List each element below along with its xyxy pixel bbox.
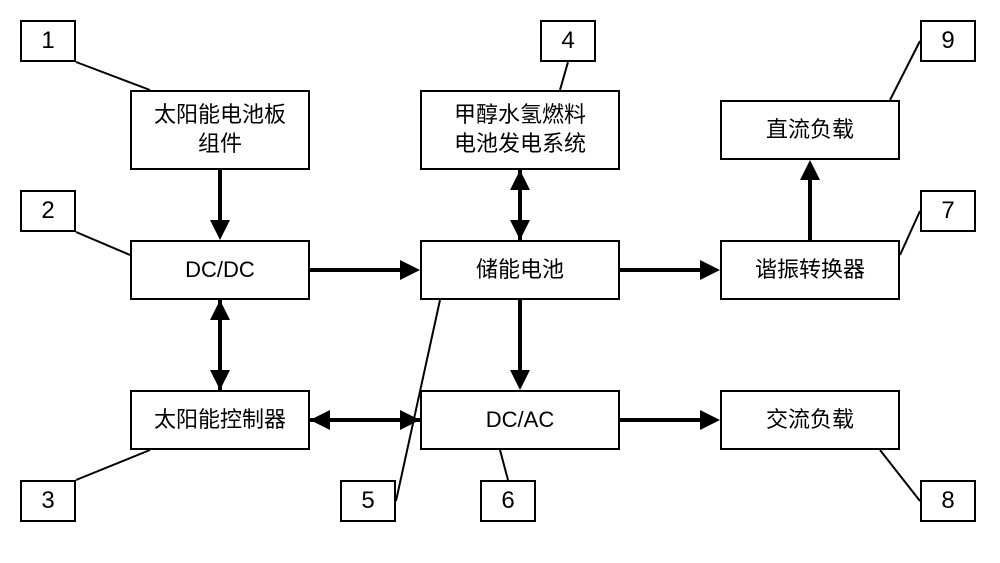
callout-9: 9 [920, 20, 976, 62]
node-solar-panel: 太阳能电池板组件 [130, 90, 310, 170]
node-label: 交流负载 [766, 406, 854, 435]
callout-number: 9 [941, 27, 954, 55]
node-dcdc: DC/DC [130, 240, 310, 300]
node-resonant-converter: 谐振转换器 [720, 240, 900, 300]
callout-number: 3 [41, 487, 54, 515]
callout-7: 7 [920, 190, 976, 232]
callout-1: 1 [20, 20, 76, 62]
callout-3: 3 [20, 480, 76, 522]
callout-number: 6 [501, 487, 514, 515]
node-label: 储能电池 [476, 256, 564, 285]
node-battery: 储能电池 [420, 240, 620, 300]
node-fuel-cell: 甲醇水氢燃料电池发电系统 [420, 90, 620, 170]
diagram-container: 太阳能电池板组件 DC/DC 太阳能控制器 甲醇水氢燃料电池发电系统 储能电池 … [0, 0, 1000, 563]
node-label: 太阳能控制器 [154, 406, 286, 435]
node-label: DC/DC [185, 256, 255, 285]
callout-number: 8 [941, 487, 954, 515]
callout-number: 5 [361, 487, 374, 515]
node-ac-load: 交流负载 [720, 390, 900, 450]
node-dcac: DC/AC [420, 390, 620, 450]
callout-2: 2 [20, 190, 76, 232]
callout-6: 6 [480, 480, 536, 522]
callout-8: 8 [920, 480, 976, 522]
node-dc-load: 直流负载 [720, 100, 900, 160]
callout-4: 4 [540, 20, 596, 62]
callout-number: 1 [41, 27, 54, 55]
callout-number: 7 [941, 197, 954, 225]
callout-5: 5 [340, 480, 396, 522]
node-label: 甲醇水氢燃料电池发电系统 [454, 101, 586, 158]
node-label: 太阳能电池板组件 [154, 101, 286, 158]
node-label: 谐振转换器 [755, 256, 865, 285]
node-label: DC/AC [486, 406, 554, 435]
node-label: 直流负载 [766, 116, 854, 145]
node-solar-controller: 太阳能控制器 [130, 390, 310, 450]
callout-number: 4 [561, 27, 574, 55]
callout-number: 2 [41, 197, 54, 225]
